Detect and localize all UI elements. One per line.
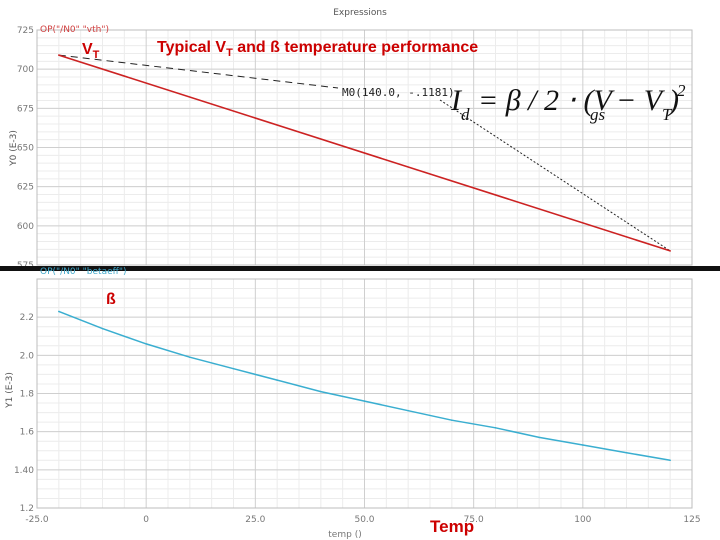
x-axis: -25.0 0 25.0 50.0 75.0 100 125 bbox=[25, 515, 700, 525]
vt-panel-label: VT bbox=[82, 41, 100, 61]
beta-panel: 1.2 1.40 1.6 1.8 2.0 2.2 -25.0 0 25.0 50.0 75.0 10… bbox=[5, 267, 701, 540]
beta-y-axis-label: Y1 (E-3) bbox=[5, 372, 15, 409]
vt-y-tick-label: 675 bbox=[17, 104, 34, 114]
x-tick-label: 125 bbox=[683, 515, 700, 525]
header-label: Expressions bbox=[333, 8, 387, 18]
beta-y-tick-label: 1.8 bbox=[20, 390, 35, 400]
vt-grid bbox=[36, 29, 693, 266]
beta-data-point bbox=[407, 409, 409, 412]
beta-data-point bbox=[538, 436, 540, 439]
x-tick-label: 50.0 bbox=[354, 515, 374, 525]
beta-data-point bbox=[276, 379, 278, 381]
beta-y-axis: 1.2 1.40 1.6 1.8 2.0 2.2 bbox=[14, 313, 34, 514]
beta-y-tick-label: 2.0 bbox=[20, 351, 35, 361]
beta-data-point bbox=[145, 343, 147, 345]
beta-data-point bbox=[582, 444, 584, 446]
eq-rhs-a: = β / 2 ⋅ (V bbox=[478, 84, 616, 117]
vt-y-tick-label: 600 bbox=[17, 222, 34, 232]
vt-plot-frame bbox=[36, 29, 693, 266]
eq-exp: 2 bbox=[677, 81, 686, 100]
marker-label: M0(140.0, -.1181) bbox=[342, 86, 455, 99]
vt-y-tick-label: 625 bbox=[17, 183, 34, 193]
vt-series-points bbox=[58, 54, 671, 252]
vt-y-tick-label: 650 bbox=[17, 144, 34, 154]
x-tick-label: -25.0 bbox=[25, 515, 49, 525]
x-tick-label: 100 bbox=[574, 515, 591, 525]
vt-legend-header: OP("/N0" "vth") bbox=[40, 25, 109, 35]
vt-series-line bbox=[58, 54, 671, 252]
vt-y-tick-label: 725 bbox=[17, 26, 34, 36]
svg-text:I: I bbox=[450, 84, 463, 117]
beta-y-tick-label: 1.6 bbox=[20, 428, 35, 438]
panel-separator bbox=[0, 266, 720, 271]
marker-leader-line bbox=[58, 54, 339, 89]
beta-data-point bbox=[494, 427, 497, 429]
beta-plot-frame bbox=[36, 278, 693, 509]
beta-data-point bbox=[669, 459, 671, 462]
chart-title: Typical VT and ß temperature performance bbox=[157, 39, 478, 59]
eq-rhs-sub2: T bbox=[662, 105, 673, 124]
eq-rhs-sub1: gs bbox=[590, 105, 606, 124]
beta-data-point bbox=[189, 356, 191, 359]
x-tick-label: 75.0 bbox=[464, 515, 484, 525]
vt-y-axis-label: Y0 (E-3) bbox=[9, 130, 19, 167]
beta-panel-label: ß bbox=[106, 291, 116, 308]
beta-y-tick-label: 1.40 bbox=[14, 466, 34, 476]
beta-data-point bbox=[232, 367, 235, 370]
beta-data-point bbox=[451, 419, 453, 422]
vt-panel: 575600625650675700725 OP("/N0" "vth") Y0… bbox=[9, 25, 693, 271]
beta-y-tick-label: 1.2 bbox=[20, 504, 34, 514]
eq-rhs-c: ) bbox=[667, 84, 679, 117]
beta-grid bbox=[36, 278, 693, 509]
x-axis-label: temp () bbox=[328, 530, 361, 540]
eq-rhs-b: − V bbox=[616, 84, 666, 117]
panel-separator-notch bbox=[36, 271, 126, 274]
x-tick-label: 0 bbox=[143, 515, 149, 525]
beta-data-point bbox=[363, 400, 366, 402]
beta-data-point bbox=[625, 451, 628, 454]
marker-drop-line bbox=[439, 99, 671, 252]
beta-legend-header: OP("/N0" "betaeff") bbox=[40, 267, 126, 277]
eq-lhs-sub: d bbox=[461, 105, 470, 124]
beta-y-tick-label: 2.2 bbox=[20, 313, 34, 323]
vt-data-point bbox=[58, 54, 60, 56]
temp-label: Temp bbox=[430, 517, 474, 536]
beta-series-points bbox=[58, 310, 671, 462]
eq-lhs: I bbox=[450, 84, 463, 117]
x-tick-label: 25.0 bbox=[245, 515, 265, 525]
beta-data-point bbox=[320, 390, 322, 393]
vt-data-point bbox=[669, 250, 671, 252]
vt-y-tick-label: 700 bbox=[17, 65, 34, 75]
drain-current-equation: I d = β / 2 ⋅ (V gs − V T ) 2 bbox=[450, 81, 686, 124]
beta-data-point bbox=[58, 310, 60, 313]
beta-data-point bbox=[101, 327, 104, 330]
